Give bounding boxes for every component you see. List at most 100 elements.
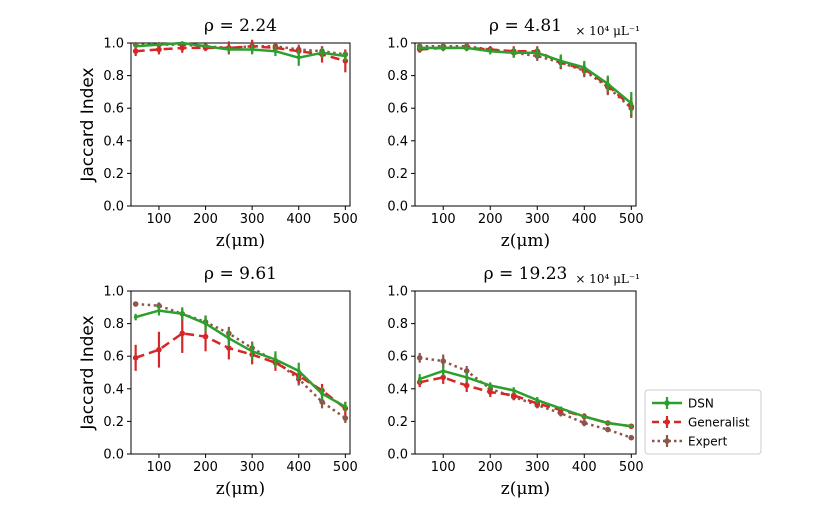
panels: ρ = 2.24 0.0 0.2 0.4 0.6 0.8 1.0 100 200 300 400 50… xyxy=(78,16,644,499)
series-line-expert xyxy=(135,302,347,420)
data-point-dsn xyxy=(133,315,138,319)
data-point-dsn xyxy=(441,46,446,50)
data-point-generalist xyxy=(226,345,232,351)
legend-marker-generalist xyxy=(664,419,670,425)
data-point-dsn xyxy=(535,398,540,403)
y-tick-label: 0.6 xyxy=(103,102,124,117)
y-tick-label: 0.2 xyxy=(103,415,124,430)
scale-label: × 10⁴ μL⁻¹ xyxy=(575,24,640,38)
data-point-dsn xyxy=(511,50,516,55)
plot-area xyxy=(416,43,635,118)
data-point-dsn xyxy=(203,44,208,49)
x-tick-label: 200 xyxy=(193,212,218,227)
panel-title: ρ = 9.61 xyxy=(204,264,277,284)
y-tick-label: 1.0 xyxy=(103,285,124,300)
series-dsn xyxy=(133,305,348,412)
series-expert xyxy=(132,301,349,424)
data-point-dsn xyxy=(227,336,231,341)
x-tick-label: 100 xyxy=(431,460,456,475)
x-tick-label: 100 xyxy=(147,212,172,227)
panel-4: ρ = 19.23 × 10⁴ μL⁻¹ 0.0 0.2 0.4 0.6 0.8 1.0 100… xyxy=(387,264,643,499)
data-point-dsn xyxy=(605,421,610,425)
series-dsn xyxy=(417,365,634,429)
legend-label-generalist: Generalist xyxy=(688,416,750,430)
data-point-expert xyxy=(604,426,611,433)
y-tick-label: 0.2 xyxy=(387,415,408,430)
data-point-dsn xyxy=(558,406,563,411)
data-point-dsn xyxy=(320,391,324,396)
y-tick-label: 1.0 xyxy=(103,37,124,52)
y-tick-label: 0.6 xyxy=(387,350,408,365)
data-point-dsn xyxy=(157,42,161,47)
y-tick-label: 0.4 xyxy=(103,382,124,397)
data-point-expert xyxy=(463,368,470,374)
data-point-dsn xyxy=(250,349,254,354)
y-axis-label: Jaccard Index xyxy=(78,315,98,430)
data-point-dsn xyxy=(511,388,516,393)
data-point-dsn xyxy=(203,321,208,326)
x-tick-label: 300 xyxy=(525,212,550,227)
data-point-dsn xyxy=(417,46,422,50)
panel-title: ρ = 2.24 xyxy=(204,16,277,36)
data-point-generalist xyxy=(132,48,139,54)
panel-title: ρ = 4.81 xyxy=(489,16,562,36)
x-tick-label: 300 xyxy=(525,460,550,475)
data-point-generalist xyxy=(156,46,162,53)
x-tick-label: 400 xyxy=(286,212,311,227)
data-point-generalist xyxy=(463,382,470,389)
y-tick-label: 0.0 xyxy=(103,200,124,215)
data-point-dsn xyxy=(464,46,469,50)
y-tick-label: 0.6 xyxy=(103,350,124,365)
y-tick-label: 0.0 xyxy=(103,448,124,463)
y-tick-label: 0.4 xyxy=(387,134,408,149)
data-point-dsn xyxy=(273,357,278,362)
data-point-dsn xyxy=(180,312,185,316)
data-point-generalist xyxy=(156,346,162,353)
data-point-dsn xyxy=(629,101,634,106)
x-tick-label: 100 xyxy=(431,212,456,227)
data-point-expert xyxy=(342,415,349,421)
y-tick-label: 0.0 xyxy=(387,448,408,463)
series-line-expert xyxy=(135,43,346,56)
data-point-expert xyxy=(132,301,139,307)
data-point-dsn xyxy=(320,50,324,55)
y-tick-label: 0.2 xyxy=(387,167,408,182)
data-point-dsn xyxy=(227,47,231,52)
y-tick-label: 0.8 xyxy=(387,69,408,84)
data-point-dsn xyxy=(343,54,348,58)
scale-label: × 10⁴ μL⁻¹ xyxy=(575,272,640,286)
data-point-generalist xyxy=(179,45,186,51)
series-line-dsn xyxy=(135,309,346,408)
x-tick-label: 300 xyxy=(240,460,265,475)
data-point-dsn xyxy=(535,50,540,55)
data-point-generalist xyxy=(534,400,541,407)
data-point-dsn xyxy=(180,41,185,45)
data-point-dsn xyxy=(605,81,610,86)
axes-frame xyxy=(130,42,351,207)
x-tick-label: 400 xyxy=(572,460,597,475)
y-axis-label: Jaccard Index xyxy=(78,67,98,182)
data-point-dsn xyxy=(582,414,587,419)
x-tick-label: 400 xyxy=(286,460,311,475)
data-point-generalist xyxy=(440,374,447,381)
data-point-generalist xyxy=(487,389,494,395)
series-dsn xyxy=(417,44,634,115)
data-point-expert xyxy=(440,358,447,364)
x-axis-label: z(μm) xyxy=(216,479,265,499)
panel-3: ρ = 9.61 0.0 0.2 0.4 0.6 0.8 1.0 100 200 300 400 50… xyxy=(78,264,358,499)
series-line-expert xyxy=(419,356,632,439)
y-tick-label: 0.2 xyxy=(103,167,124,182)
x-tick-label: 200 xyxy=(478,460,503,475)
data-point-dsn xyxy=(488,383,493,388)
data-point-dsn xyxy=(464,375,469,380)
y-tick-label: 0.0 xyxy=(387,200,408,215)
data-point-dsn xyxy=(441,369,446,373)
panel-1: ρ = 2.24 0.0 0.2 0.4 0.6 0.8 1.0 100 200 300 400 50… xyxy=(78,16,358,251)
data-point-generalist xyxy=(510,392,517,399)
data-point-generalist xyxy=(202,333,209,340)
panel-title: ρ = 19.23 xyxy=(484,264,568,284)
data-point-dsn xyxy=(558,59,563,63)
x-tick-label: 200 xyxy=(193,460,218,475)
data-point-generalist xyxy=(179,330,186,337)
